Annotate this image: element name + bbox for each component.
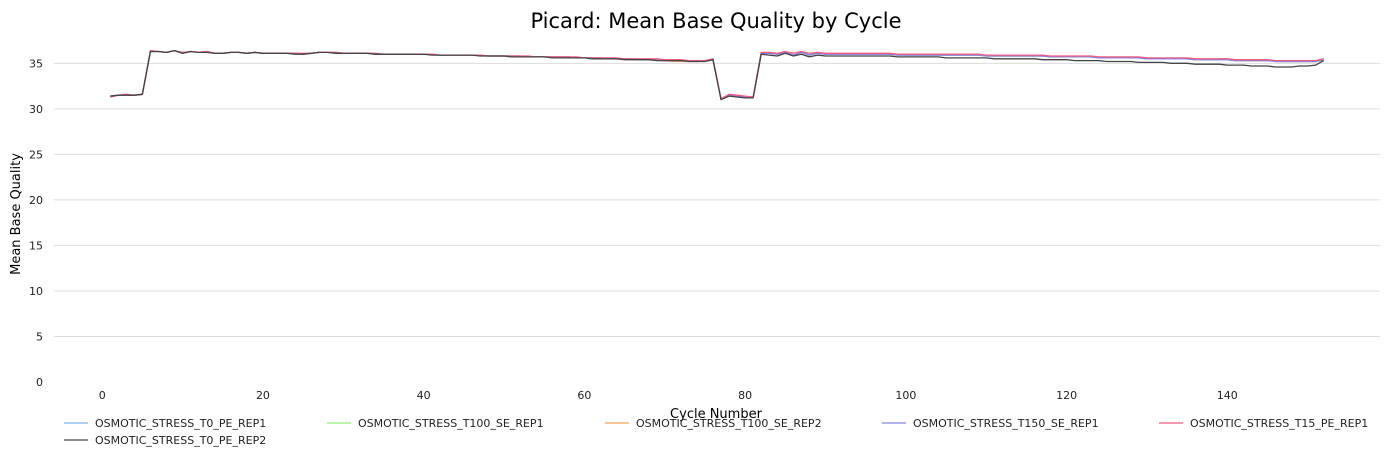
y-tick-label: 20 xyxy=(29,194,43,207)
x-tick-label: 80 xyxy=(738,389,752,402)
y-axis-label: Mean Base Quality xyxy=(9,153,24,275)
legend-item[interactable]: OSMOTIC_STRESS_T150_SE_REP1 xyxy=(882,417,1099,430)
x-tick-label: 100 xyxy=(895,389,916,402)
x-tick-label: 120 xyxy=(1056,389,1077,402)
legend-label: OSMOTIC_STRESS_T15_PE_REP1 xyxy=(1190,417,1368,430)
legend-item[interactable]: OSMOTIC_STRESS_T100_SE_REP1 xyxy=(327,417,544,430)
y-tick-label: 30 xyxy=(29,103,43,116)
legend-label: OSMOTIC_STRESS_T100_SE_REP1 xyxy=(358,417,544,430)
y-tick-label: 35 xyxy=(29,57,43,70)
x-tick-label: 60 xyxy=(577,389,591,402)
y-tick-label: 5 xyxy=(36,330,43,343)
x-axis-label: Cycle Number xyxy=(670,407,763,422)
legend-label: OSMOTIC_STRESS_T100_SE_REP2 xyxy=(636,417,822,430)
legend-label: OSMOTIC_STRESS_T0_PE_REP2 xyxy=(95,434,266,447)
x-tick-label: 20 xyxy=(256,389,270,402)
legend-item[interactable]: OSMOTIC_STRESS_T0_PE_REP1 xyxy=(64,417,266,430)
chart-title: Picard: Mean Base Quality by Cycle xyxy=(530,9,901,33)
series-line[interactable] xyxy=(110,49,1324,100)
legend-item[interactable]: OSMOTIC_STRESS_T100_SE_REP2 xyxy=(605,417,822,430)
x-tick-label: 0 xyxy=(99,389,106,402)
series-line[interactable] xyxy=(110,49,1325,101)
legend-item[interactable]: OSMOTIC_STRESS_T0_PE_REP2 xyxy=(64,434,266,447)
x-tick-label: 140 xyxy=(1217,389,1238,402)
legend-item[interactable]: OSMOTIC_STRESS_T15_PE_REP1 xyxy=(1159,417,1368,430)
y-tick-label: 15 xyxy=(29,239,43,252)
y-tick-label: 10 xyxy=(29,285,43,298)
x-tick-label: 40 xyxy=(417,389,431,402)
y-tick-label: 0 xyxy=(36,376,43,389)
legend-label: OSMOTIC_STRESS_T150_SE_REP1 xyxy=(913,417,1099,430)
y-axis-ticks: 0 5 10 15 20 25 30 35 xyxy=(29,57,43,389)
legend-label: OSMOTIC_STRESS_T0_PE_REP1 xyxy=(95,417,266,430)
gridlines xyxy=(54,62,1380,337)
series-lines xyxy=(110,49,1325,101)
x-axis-ticks: 0 20 40 60 80 100 120 140 xyxy=(99,389,1238,402)
legend[interactable]: OSMOTIC_STRESS_T0_PE_REP1 OSMOTIC_STRESS_… xyxy=(64,417,1368,447)
y-tick-label: 25 xyxy=(29,148,43,161)
